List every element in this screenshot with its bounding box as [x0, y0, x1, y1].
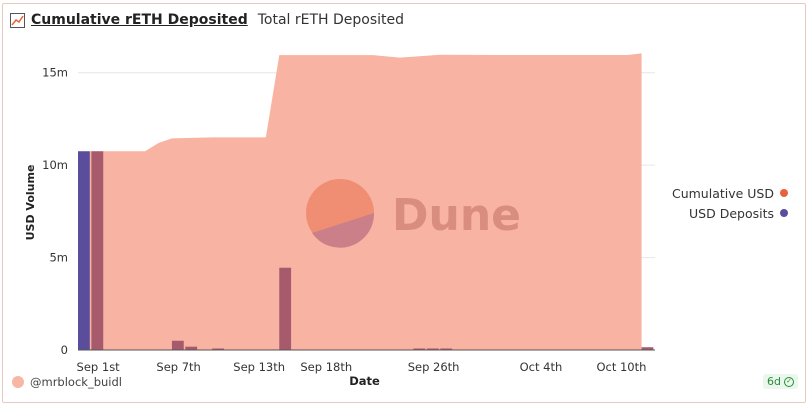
legend-dot-cumulative-usd	[780, 189, 788, 197]
freshness-badge: 6d ✓	[763, 374, 798, 389]
author-link[interactable]: @mrblock_buidl	[12, 375, 122, 389]
legend-label-cumulative-usd: Cumulative USD	[671, 185, 774, 201]
tab-cumulative-reth[interactable]: Cumulative rETH Deposited	[10, 12, 248, 28]
usd-deposit-bar	[171, 340, 184, 350]
chart-tabs: Cumulative rETH Deposited Total rETH Dep…	[10, 12, 404, 28]
legend-item-usd-deposits[interactable]: USD Deposits	[672, 203, 788, 223]
x-tick-label: Sep 7th	[156, 360, 200, 374]
author-name: @mrblock_buidl	[30, 375, 122, 389]
usd-deposit-bar	[91, 151, 104, 350]
legend-item-cumulative-usd[interactable]: Cumulative USD	[672, 183, 788, 203]
dune-watermark-text: Dune	[392, 190, 521, 241]
x-tick-label: Oct 10th	[596, 360, 646, 374]
usd-deposit-bar	[185, 346, 198, 350]
usd-deposit-bar	[641, 347, 654, 350]
x-tick-label: Sep 13th	[233, 360, 285, 374]
tab-total-reth[interactable]: Total rETH Deposited	[258, 12, 404, 28]
usd-deposit-bar	[78, 151, 90, 350]
usd-deposit-bar	[212, 348, 224, 350]
check-circle-icon: ✓	[784, 376, 794, 387]
y-tick-label: 5m	[49, 251, 68, 265]
line-chart-icon	[10, 12, 25, 28]
y-axis-title: USD Volume	[24, 165, 37, 241]
usd-deposit-bar	[413, 348, 426, 350]
dune-logo-wedge	[312, 213, 375, 248]
y-tick-label: 10m	[42, 158, 68, 172]
x-axis-title: Date	[349, 374, 380, 388]
x-tick-label: Sep 26th	[408, 360, 460, 374]
y-tick-label: 0	[61, 343, 68, 357]
usd-deposit-bar	[440, 348, 453, 350]
tab-total-reth-label: Total rETH Deposited	[257, 12, 405, 28]
x-tick-label: Sep 1st	[77, 360, 121, 374]
y-tick-label: 15m	[42, 66, 68, 80]
x-tick-label: Oct 4th	[520, 360, 563, 374]
chart-legend: Cumulative USD USD Deposits	[672, 183, 788, 223]
usd-deposit-bar	[279, 267, 292, 350]
usd-deposit-bar	[426, 348, 439, 350]
freshness-age: 6d	[767, 375, 781, 388]
dune-logo	[306, 179, 375, 248]
avatar	[12, 376, 24, 388]
tab-cumulative-reth-label: Cumulative rETH Deposited	[31, 12, 248, 28]
legend-label-usd-deposits: USD Deposits	[689, 205, 774, 221]
x-tick-label: Sep 18th	[300, 360, 352, 374]
legend-dot-usd-deposits	[780, 209, 788, 217]
